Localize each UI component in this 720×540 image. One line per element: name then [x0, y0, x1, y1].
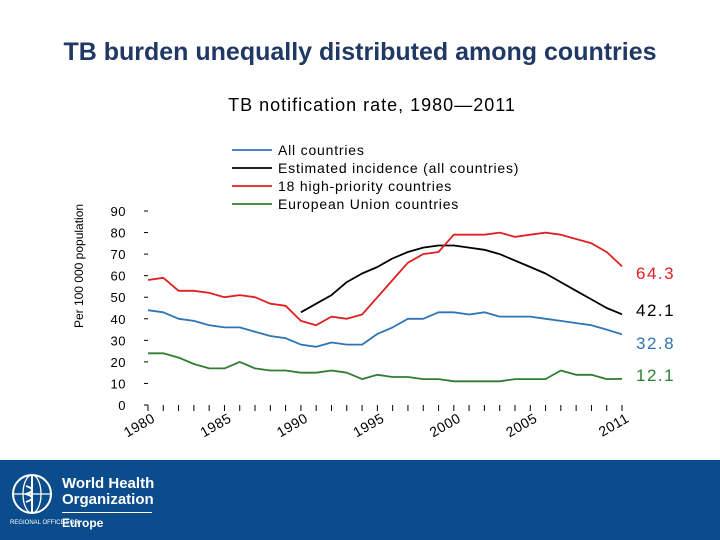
series-lines [147, 231, 623, 383]
legend-label-3: European Union countries [278, 196, 459, 212]
footer-bar [0, 460, 720, 540]
y-tick-label-9: 90 [111, 204, 126, 219]
logo-divider [62, 512, 152, 513]
y-tick-label-6: 60 [111, 269, 126, 284]
y-tick-label-5: 50 [111, 290, 126, 305]
end-label-2: 64.3 [636, 264, 675, 283]
y-tick-label-3: 30 [111, 333, 126, 348]
y-tick-label-2: 20 [111, 355, 126, 370]
x-tick-label-6: 2011 [596, 410, 632, 440]
end-label-1: 42.1 [636, 301, 675, 320]
x-tick-label-0: 1980 [121, 410, 158, 440]
tb-notification-chart: TB notification rate, 1980—2011 All coun… [72, 95, 675, 440]
x-tick-label-3: 1995 [350, 410, 387, 440]
region-label: Europe [62, 516, 104, 530]
y-tick-label-7: 70 [111, 247, 126, 262]
legend-label-2: 18 high-priority countries [278, 178, 452, 194]
y-tick-label-1: 10 [111, 376, 126, 391]
y-axis: 0 10 20 30 40 50 60 70 80 90 [111, 204, 148, 413]
y-tick-label-4: 40 [111, 312, 126, 327]
x-tick-label-2: 1990 [274, 410, 311, 440]
who-emblem-icon [12, 474, 52, 514]
series-line-1 [300, 244, 623, 316]
y-tick-label-8: 80 [111, 226, 126, 241]
who-logo: World Health Organization REGIONAL OFFIC… [10, 470, 160, 532]
chart-legend: All countries Estimated incidence (all co… [232, 142, 519, 212]
x-tick-label-5: 2005 [503, 410, 540, 440]
who-name-line2: Organization [62, 491, 154, 508]
legend-label-1: Estimated incidence (all countries) [278, 160, 519, 176]
legend-label-0: All countries [278, 142, 365, 158]
end-label-0: 32.8 [636, 334, 675, 353]
series-line-3 [148, 352, 623, 383]
x-tick-label-1: 1985 [197, 410, 234, 440]
series-line-2 [147, 231, 623, 327]
end-labels: 32.8 42.1 64.3 12.1 [636, 264, 675, 385]
end-label-3: 12.1 [636, 366, 675, 385]
series-line-0 [147, 309, 623, 348]
x-tick-label-4: 2000 [427, 410, 464, 440]
y-axis-label: Per 100 000 population [72, 204, 86, 328]
x-axis: 1980 1985 1990 1995 2000 2005 2011 [121, 405, 632, 440]
who-name: World Health Organization [62, 476, 154, 508]
slide-title: TB burden unequally distributed among co… [63, 38, 657, 66]
y-tick-label-0: 0 [118, 398, 126, 413]
who-name-line1: World Health [62, 475, 155, 492]
regional-office-label: REGIONAL OFFICE FOR [10, 520, 79, 526]
chart-title: TB notification rate, 1980—2011 [228, 95, 516, 115]
